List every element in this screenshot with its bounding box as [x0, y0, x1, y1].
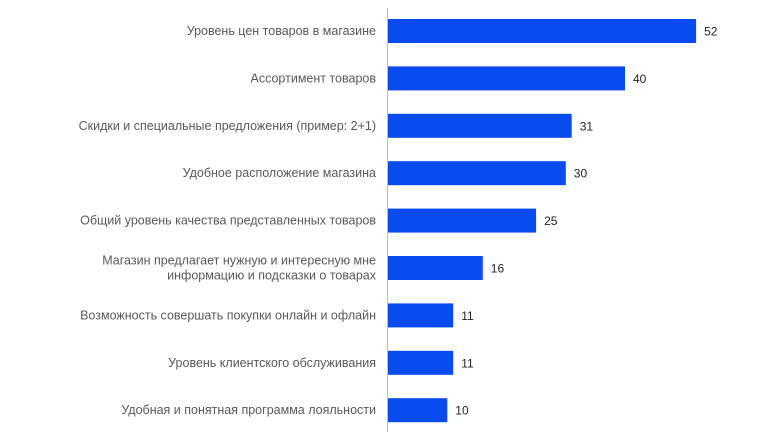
bar	[388, 350, 454, 375]
value-labels: 52 40 31 30 25 16 11 11 10	[455, 25, 717, 418]
bar	[388, 208, 537, 233]
bar	[388, 19, 697, 43]
bar	[388, 398, 448, 423]
bar	[388, 161, 566, 186]
category-label: Удобное расположение магазина	[183, 166, 376, 180]
bar	[388, 66, 625, 91]
value-label: 30	[574, 167, 588, 181]
category-label: Общий уровень качества представленных то…	[80, 214, 376, 228]
category-labels: Уровень цен товаров в магазине Ассортимен…	[79, 24, 377, 417]
bar	[388, 113, 572, 138]
category-label-line: Возможность совершать покупки онлайн и о…	[80, 308, 376, 322]
category-label-line: Ассортимент товаров	[251, 71, 377, 85]
category-label-line: Магазин предлагает нужную и интересную м…	[102, 254, 376, 268]
category-label: Ассортимент товаров	[251, 71, 377, 85]
value-label: 16	[491, 262, 505, 276]
category-label: Удобная и понятная программа лояльности	[121, 403, 376, 417]
category-label-line: Скидки и специальные предложения (пример…	[79, 119, 376, 133]
bar	[388, 303, 454, 328]
category-label-line: информацию и подсказки о товарах	[167, 269, 377, 283]
bar	[388, 256, 483, 280]
bars-layer	[388, 19, 697, 423]
category-label: Возможность совершать покупки онлайн и о…	[80, 308, 376, 322]
value-label: 31	[580, 119, 594, 133]
category-label: Уровень клиентского обслуживания	[168, 356, 376, 370]
category-label-line: Общий уровень качества представленных то…	[80, 214, 376, 228]
category-label-line: Удобное расположение магазина	[183, 166, 376, 180]
value-label: 11	[461, 309, 474, 323]
value-label: 52	[704, 25, 718, 39]
category-label: Уровень цен товаров в магазине	[187, 24, 376, 38]
value-label: 25	[544, 214, 558, 228]
category-label: Магазин предлагает нужную и интересную м…	[102, 254, 376, 283]
category-label-line: Удобная и понятная программа лояльности	[121, 403, 376, 417]
category-label-line: Уровень цен товаров в магазине	[187, 24, 376, 38]
value-label: 10	[455, 404, 469, 418]
category-label-line: Уровень клиентского обслуживания	[168, 356, 376, 370]
value-label: 11	[461, 356, 474, 370]
value-label: 40	[633, 72, 647, 86]
category-label: Скидки и специальные предложения (пример…	[79, 119, 376, 133]
